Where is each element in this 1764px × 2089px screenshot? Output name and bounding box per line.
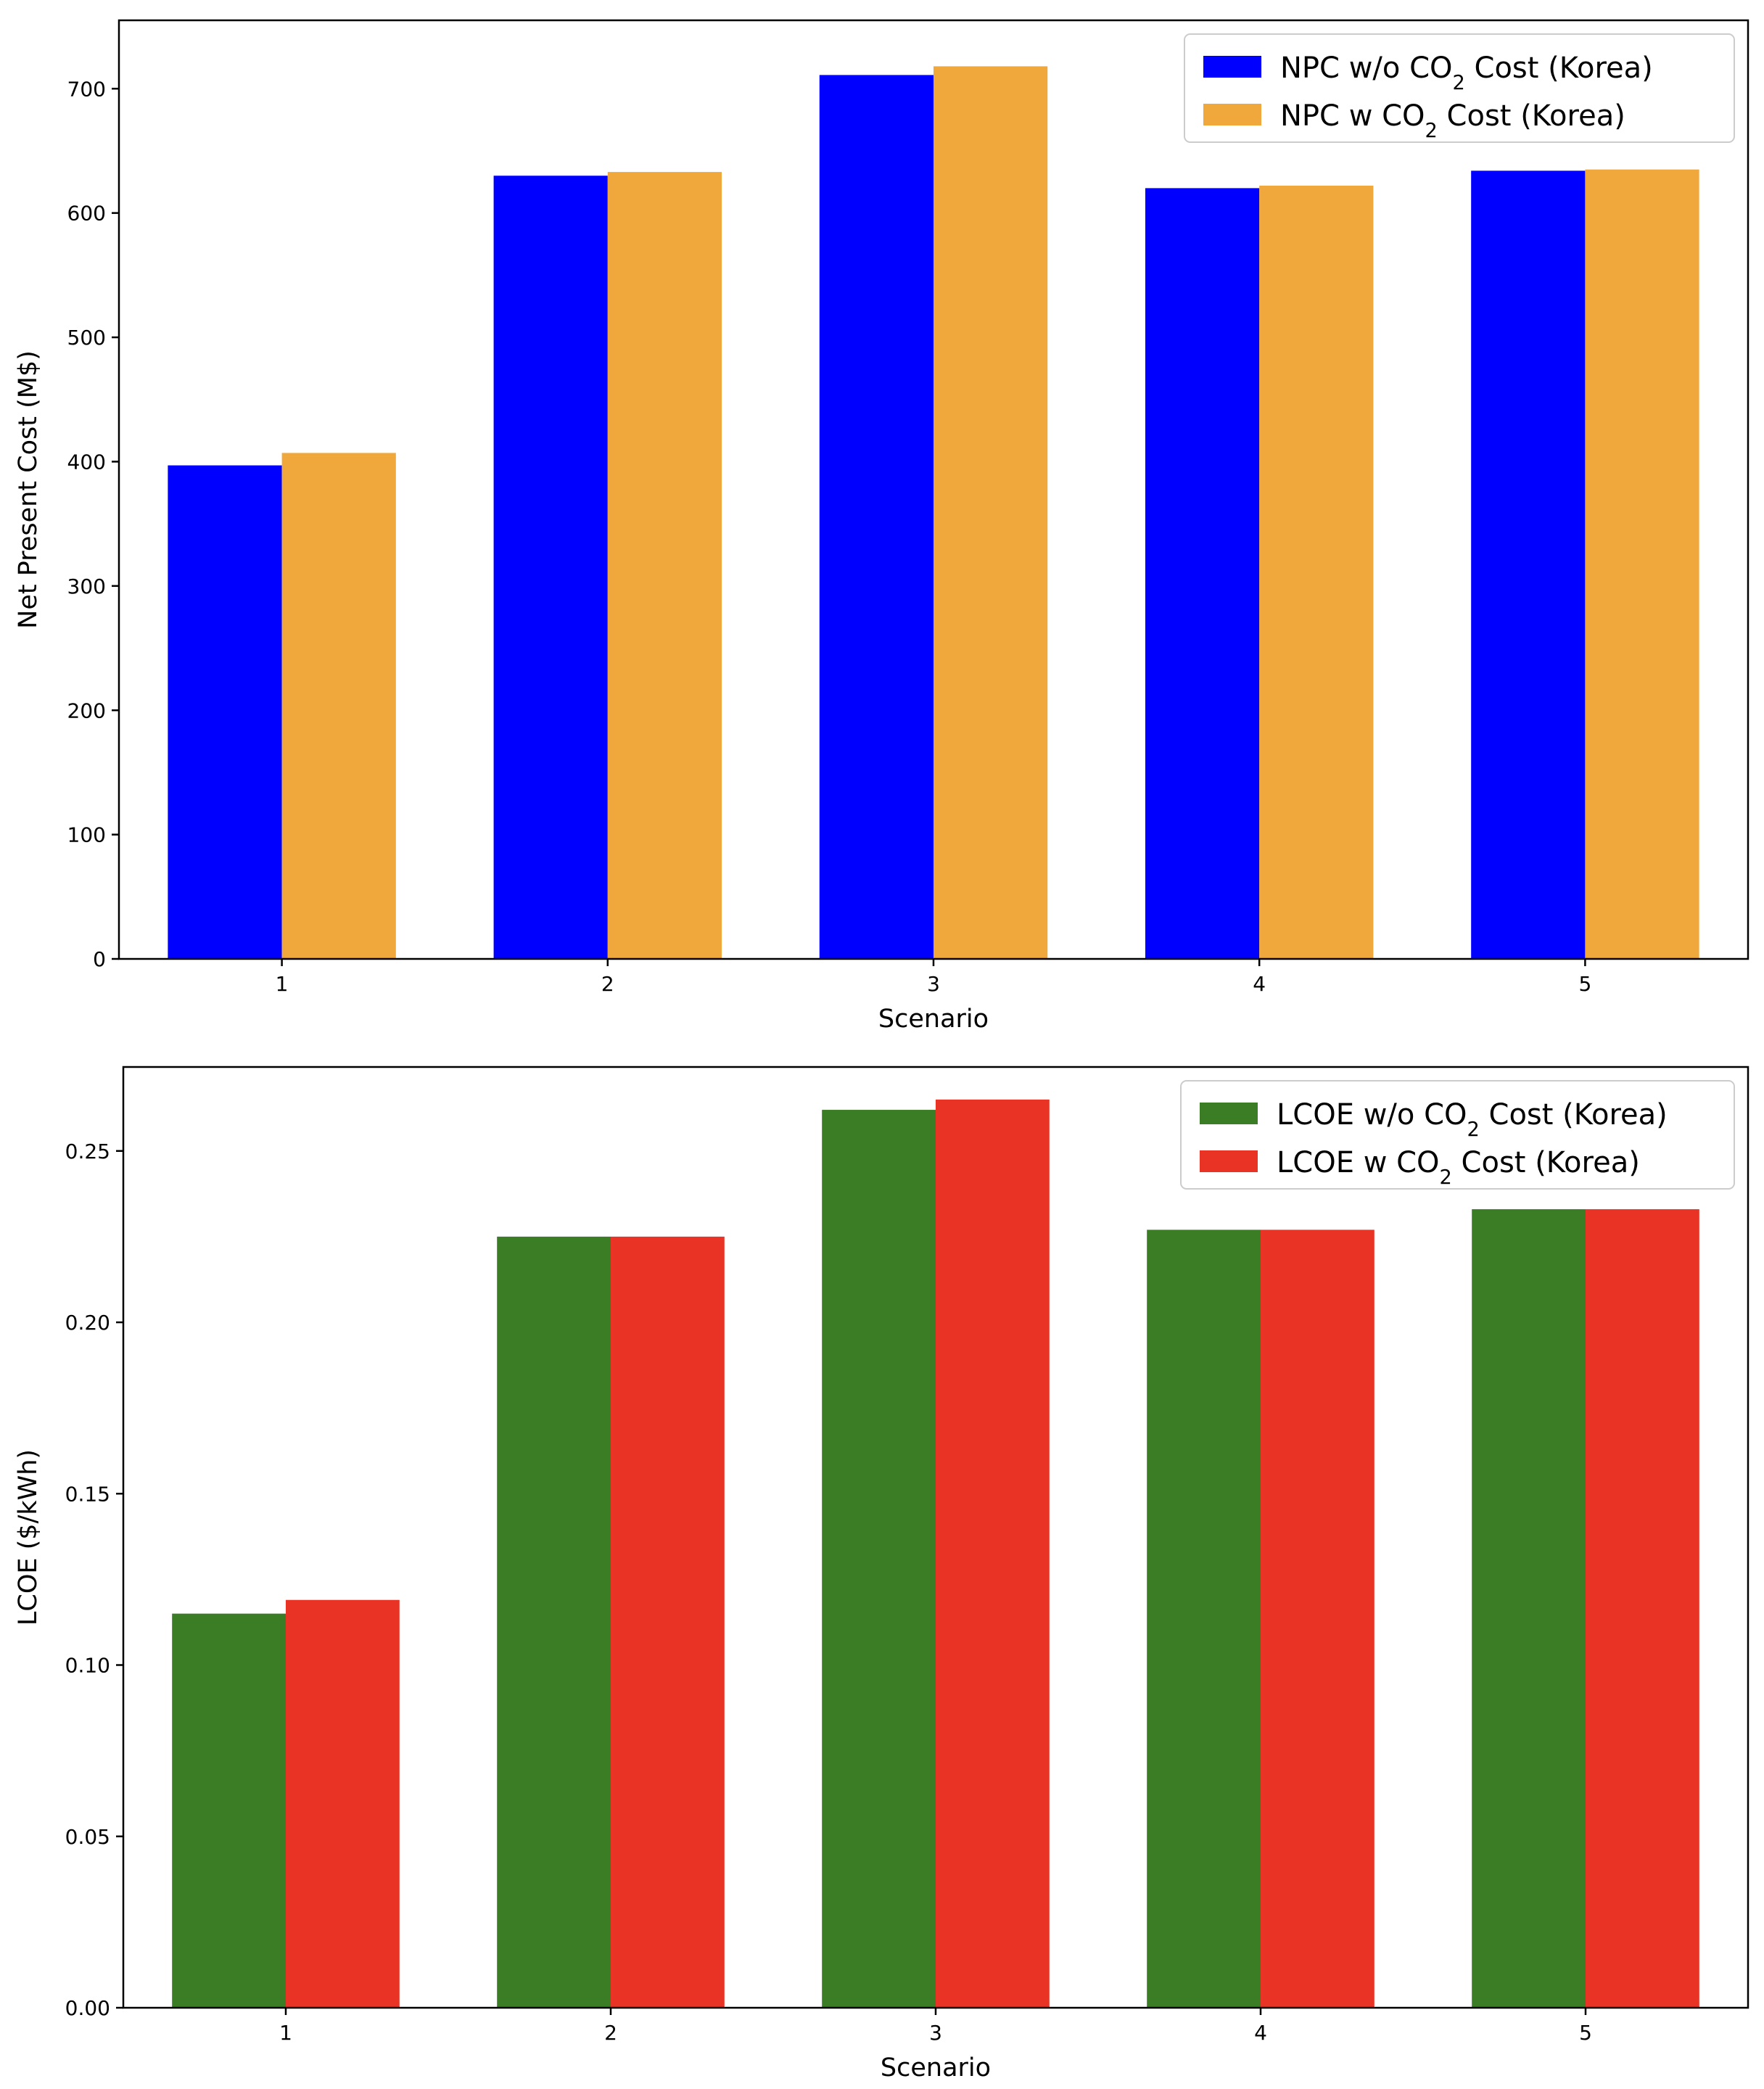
x-tick-label: 5: [1579, 2021, 1592, 2045]
legend: LCOE w/o CO2 Cost (Korea) LCOE w CO2 Cost…: [1180, 1080, 1735, 1190]
bar-without-co2-scenario-3: [822, 1110, 936, 2008]
x-tick-label: 3: [929, 2021, 942, 2045]
y-tick-label: 0.15: [65, 1482, 110, 1506]
bar-without-co2-scenario-1: [168, 465, 282, 959]
bar-with-co2-scenario-5: [1586, 1209, 1699, 2008]
npc-chart: 0 100 200 300 400 500 600 700 1 2 3 4 5 Scenario Net P…: [14, 19, 1749, 1034]
bar-with-co2-scenario-4: [1259, 185, 1374, 960]
y-tick-label: 500: [67, 326, 106, 350]
y-tick-label: 0.25: [65, 1140, 110, 1163]
bar-without-co2-scenario-3: [819, 75, 933, 959]
x-tick-label: 2: [604, 2021, 617, 2045]
bar-with-co2-scenario-4: [1261, 1229, 1374, 2008]
legend-swatch: [1203, 104, 1261, 125]
bar-with-co2-scenario-2: [611, 1236, 725, 2008]
x-tick-label: 1: [276, 972, 289, 996]
y-tick-label: 200: [67, 699, 106, 722]
y-tick-label: 700: [67, 77, 106, 101]
legend-label: LCOE w/o CO2 Cost (Korea): [1277, 1098, 1668, 1141]
y-axis-label: LCOE ($/kWh): [14, 1449, 43, 1626]
x-tick-label: 3: [927, 972, 940, 996]
bar-with-co2-scenario-3: [936, 1099, 1050, 2008]
y-tick-label: 0.00: [65, 1996, 110, 2020]
y-tick-label: 100: [67, 823, 106, 847]
y-tick-label: 600: [67, 202, 106, 226]
x-tick-label: 4: [1254, 2021, 1267, 2045]
bar-with-co2-scenario-1: [286, 1599, 400, 2008]
legend-swatch: [1200, 1103, 1258, 1124]
x-tick-label: 4: [1253, 972, 1266, 996]
y-tick-label: 0: [93, 947, 106, 971]
x-axis-label: Scenario: [881, 2053, 991, 2082]
y-tick-label: 400: [67, 450, 106, 474]
bar-without-co2-scenario-4: [1147, 1229, 1261, 2008]
legend-box: [1184, 33, 1735, 143]
bar-with-co2-scenario-3: [933, 66, 1048, 959]
bar-with-co2-scenario-1: [281, 453, 396, 959]
y-tick-label: 0.20: [65, 1311, 110, 1335]
bar-without-co2-scenario-1: [172, 1613, 286, 2008]
x-axis-label: Scenario: [878, 1005, 989, 1034]
bar-without-co2-scenario-2: [497, 1236, 611, 2008]
y-tick-label: 0.10: [65, 1654, 110, 1678]
y-tick-label: 0.05: [65, 1825, 110, 1849]
legend-label: LCOE w CO2 Cost (Korea): [1277, 1146, 1640, 1189]
legend-label: NPC w/o CO2 Cost (Korea): [1280, 51, 1653, 94]
legend-swatch: [1200, 1150, 1258, 1172]
bar-with-co2-scenario-5: [1585, 169, 1699, 959]
legend: NPC w/o CO2 Cost (Korea) NPC w CO2 Cost (…: [1184, 33, 1735, 143]
x-tick-label: 1: [279, 2021, 292, 2045]
legend-box: [1180, 1080, 1735, 1190]
bar-without-co2-scenario-4: [1145, 188, 1260, 959]
bar-without-co2-scenario-2: [493, 176, 608, 960]
y-axis-label: Net Present Cost (M$): [14, 350, 43, 629]
x-tick-label: 5: [1578, 972, 1591, 996]
bar-with-co2-scenario-2: [607, 172, 722, 960]
legend-label: NPC w CO2 Cost (Korea): [1280, 99, 1625, 142]
lcoe-chart: 0.00 0.05 0.10 0.15 0.20 0.25 1 2 3 4 5 Scenario LCO…: [14, 1066, 1749, 2082]
x-tick-label: 2: [601, 972, 614, 996]
y-tick-label: 300: [67, 574, 106, 598]
legend-swatch: [1203, 56, 1261, 78]
bar-without-co2-scenario-5: [1471, 170, 1586, 959]
bar-without-co2-scenario-5: [1472, 1209, 1586, 2008]
